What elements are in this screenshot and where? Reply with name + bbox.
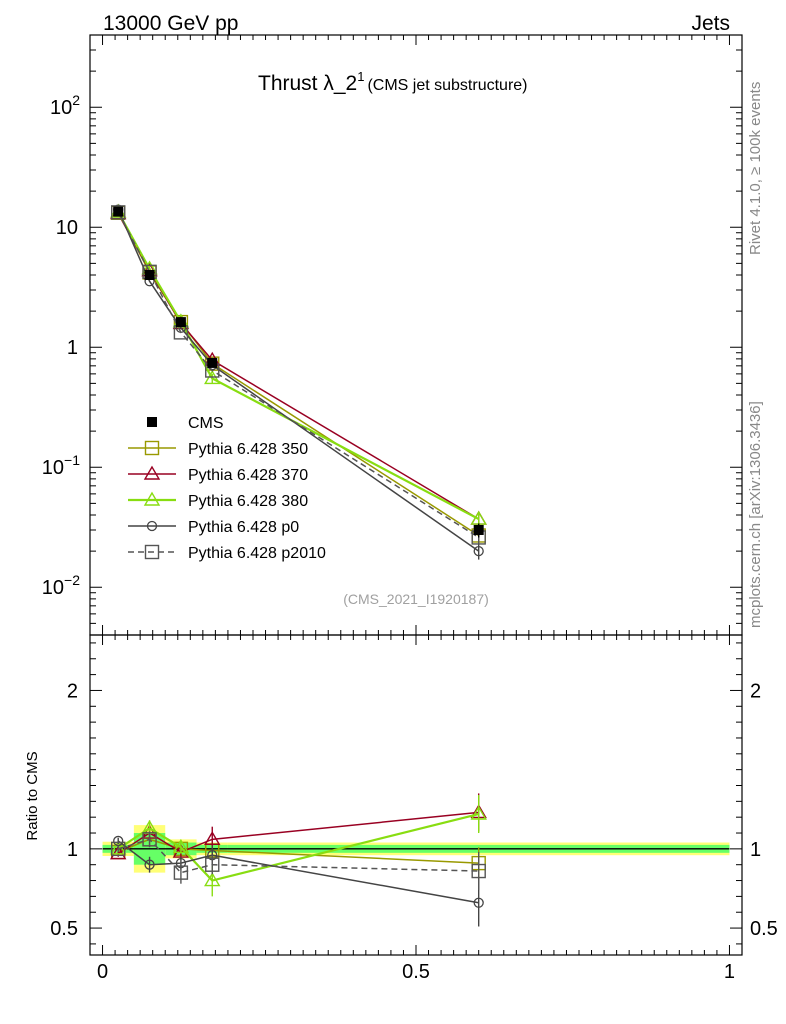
series-p350	[111, 205, 486, 543]
legend-marker-p0	[146, 520, 158, 532]
ratio-point-p370	[204, 830, 221, 846]
point-p2010	[111, 205, 126, 220]
legend-label: Pythia 6.428 p0	[188, 519, 299, 536]
y-tick-label: 102	[50, 92, 80, 119]
plot-title: Thrust λ_21(CMS jet substructure)	[258, 69, 528, 95]
main-panel: 102 10 1 10−1 10−2	[42, 34, 743, 636]
series-line-p0	[117, 209, 480, 552]
point-cms	[473, 524, 484, 535]
legend-label: Pythia 6.428 380	[188, 493, 308, 510]
legend-marker-p370	[143, 465, 161, 480]
point-cms	[207, 357, 218, 368]
legend-item-p2010: Pythia 6.428 p2010	[128, 544, 326, 562]
legend-item-p0: Pythia 6.428 p0	[128, 519, 299, 536]
legend-marker-p380	[143, 491, 161, 506]
ratio-point-p380	[204, 872, 221, 887]
ratio-point-p2010	[111, 841, 126, 857]
ratio-ylabel: Ratio to CMS	[24, 751, 41, 840]
point-p0	[473, 545, 484, 557]
legend-marker-p350	[144, 440, 160, 456]
ratio-point-p380	[470, 805, 487, 820]
ratio-point-p2010	[173, 865, 189, 880]
legend-label: Pythia 6.428 p2010	[188, 545, 326, 562]
legend-item-p370: Pythia 6.428 370	[128, 465, 308, 484]
ratio-y-tick-label: 0.5	[50, 918, 78, 940]
ratio-panel: 0.5 0.5 1 1 2 2 0 0.5 1	[50, 634, 778, 983]
legend-label: Pythia 6.428 370	[188, 467, 308, 484]
point-cms	[175, 317, 186, 328]
plot-title-sup: 1	[357, 69, 364, 84]
legend-item-p380: Pythia 6.428 380	[128, 491, 308, 510]
legend-label: CMS	[188, 415, 224, 432]
plot-title-main: Thrust λ_2	[258, 72, 357, 95]
ratio-frame	[89, 634, 743, 956]
legend-item-cms: CMS	[147, 415, 224, 432]
plot-title-suffix: (CMS jet substructure)	[367, 77, 527, 94]
ratio-series-p2010	[111, 831, 486, 891]
y-tick-label: 1	[67, 337, 78, 359]
ratio-y-tick-label: 1	[67, 839, 78, 861]
legend-item-p350: Pythia 6.428 350	[128, 440, 308, 458]
series-line-p2010	[117, 212, 480, 539]
ratio-point-p0	[113, 835, 124, 847]
x-tick-label: 0.5	[402, 961, 430, 983]
ratio-y-tick-label-right: 0.5	[750, 918, 778, 940]
legend: CMS Pythia 6.428 350 Pythia 6.428 370 Pythi…	[128, 415, 326, 562]
ratio-point-p2010	[205, 857, 220, 872]
ratio-point-p2010	[142, 832, 157, 847]
series-cms	[113, 206, 484, 538]
header-right: Jets	[691, 12, 730, 35]
x-tick-label: 0	[97, 961, 108, 983]
ratio-y-tick-label-right: 2	[750, 680, 761, 702]
ratio-point-p2010	[471, 863, 486, 879]
ratio-line-p2010	[117, 838, 479, 874]
y-tick-label: 10−2	[42, 572, 80, 599]
mcplots-label: mcplots.cern.ch [arXiv:1306.3436]	[747, 401, 764, 628]
legend-marker-cms	[147, 417, 157, 427]
ratio-point-p370	[109, 845, 127, 860]
y-tick-label: 10−1	[42, 452, 80, 479]
ratio-point-p0	[473, 897, 484, 908]
point-cms	[144, 270, 155, 280]
y-tick-label: 10	[56, 217, 78, 239]
header-left: 13000 GeV pp	[103, 12, 238, 35]
ratio-y-tick-label: 2	[67, 680, 78, 702]
rivet-label: Rivet 4.1.0, ≥ 100k events	[747, 82, 764, 255]
ratio-point-p380	[172, 838, 190, 853]
point-cms	[113, 206, 124, 217]
legend-marker-p2010	[144, 544, 160, 560]
analysis-label: (CMS_2021_I1920187)	[343, 591, 489, 607]
ratio-point-p0	[144, 859, 155, 870]
ratio-y-tick-label-right: 1	[750, 839, 761, 861]
x-tick-label: 1	[724, 961, 735, 983]
series-p2010	[111, 205, 486, 545]
legend-label: Pythia 6.428 350	[188, 441, 308, 458]
